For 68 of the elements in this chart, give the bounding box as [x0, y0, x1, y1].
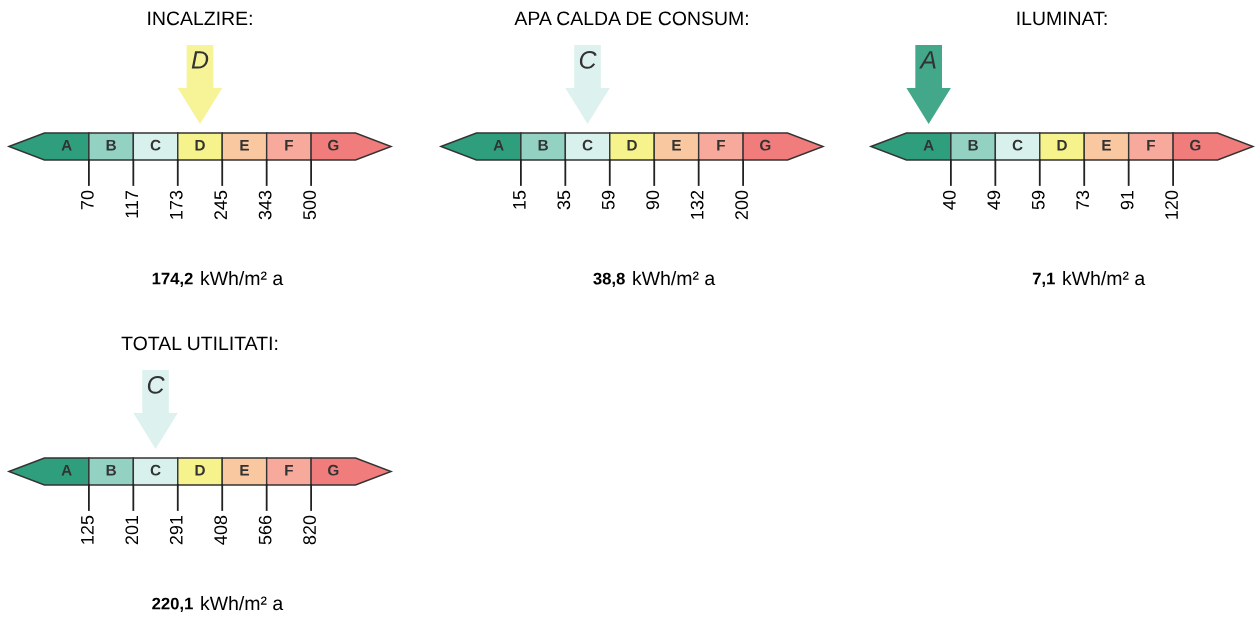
data-label: 120: [1165, 190, 1178, 219]
category-label: G: [760, 139, 771, 151]
category-label: B: [106, 139, 116, 151]
category-label: G: [328, 139, 339, 151]
category-label: F: [717, 139, 725, 151]
category-label: C: [150, 139, 161, 151]
data-label: 59: [1031, 190, 1045, 210]
category-label: D: [1057, 139, 1067, 151]
category-label: E: [240, 139, 249, 151]
text: APA CALDA DE CONSUM:: [514, 11, 748, 26]
data-label: 500: [303, 190, 316, 220]
text: INCALZIRE:: [148, 11, 252, 26]
text: kWh/m² a: [201, 270, 284, 286]
data-label: 173: [169, 190, 183, 219]
data-label: 245: [214, 190, 228, 220]
data-label: 291: [169, 515, 183, 545]
category-label: F: [285, 139, 293, 151]
category-label: E: [240, 464, 249, 476]
category-label: D: [627, 139, 637, 151]
text: 220,1: [152, 597, 193, 612]
data-label: 125: [80, 515, 94, 544]
category-label: G: [1190, 139, 1201, 151]
data-label: 820: [303, 515, 316, 545]
data-label: 408: [214, 515, 228, 545]
data-label: 201: [125, 515, 139, 545]
text: C: [579, 51, 597, 69]
category-label: C: [582, 139, 593, 151]
category-label: F: [1147, 139, 1155, 151]
category-label: A: [493, 139, 504, 151]
data-label: 49: [987, 190, 1001, 210]
text: TOTAL UTILITATI:: [121, 336, 278, 351]
category-label: B: [968, 139, 978, 151]
text: D: [191, 51, 209, 69]
data-label: 117: [125, 190, 138, 218]
text: 7,1: [1032, 272, 1055, 287]
data-label: 73: [1076, 190, 1090, 210]
data-label: 15: [513, 190, 526, 209]
category-label: G: [328, 464, 339, 476]
category-label: F: [285, 464, 293, 476]
data-label: 59: [601, 190, 615, 210]
category-label: B: [106, 464, 116, 476]
data-label: 90: [646, 190, 660, 210]
category-label: A: [61, 139, 72, 151]
data-label: 343: [258, 190, 272, 220]
data-label: 200: [735, 190, 748, 220]
text: A: [919, 51, 936, 69]
category-label: C: [150, 464, 161, 476]
text: ILUMINAT:: [1017, 11, 1107, 26]
category-label: E: [1102, 139, 1111, 151]
category-label: D: [195, 139, 205, 151]
text: kWh/m² a: [1063, 270, 1146, 286]
text: C: [147, 376, 165, 394]
text: kWh/m² a: [633, 270, 716, 286]
category-label: A: [61, 464, 72, 476]
category-label: D: [195, 464, 205, 476]
text: kWh/m² a: [201, 595, 284, 611]
data-label: 35: [557, 190, 571, 210]
data-label: 132: [690, 190, 704, 219]
text: 38,8: [593, 272, 625, 287]
category-label: B: [538, 139, 548, 151]
data-label: 91: [1120, 190, 1134, 210]
data-label: 566: [258, 515, 272, 545]
category-label: A: [923, 139, 934, 151]
text: 174,2: [152, 272, 193, 287]
data-label: 70: [80, 190, 94, 210]
data-label: 40: [942, 190, 956, 210]
category-label: C: [1012, 139, 1023, 151]
category-label: E: [672, 139, 681, 151]
